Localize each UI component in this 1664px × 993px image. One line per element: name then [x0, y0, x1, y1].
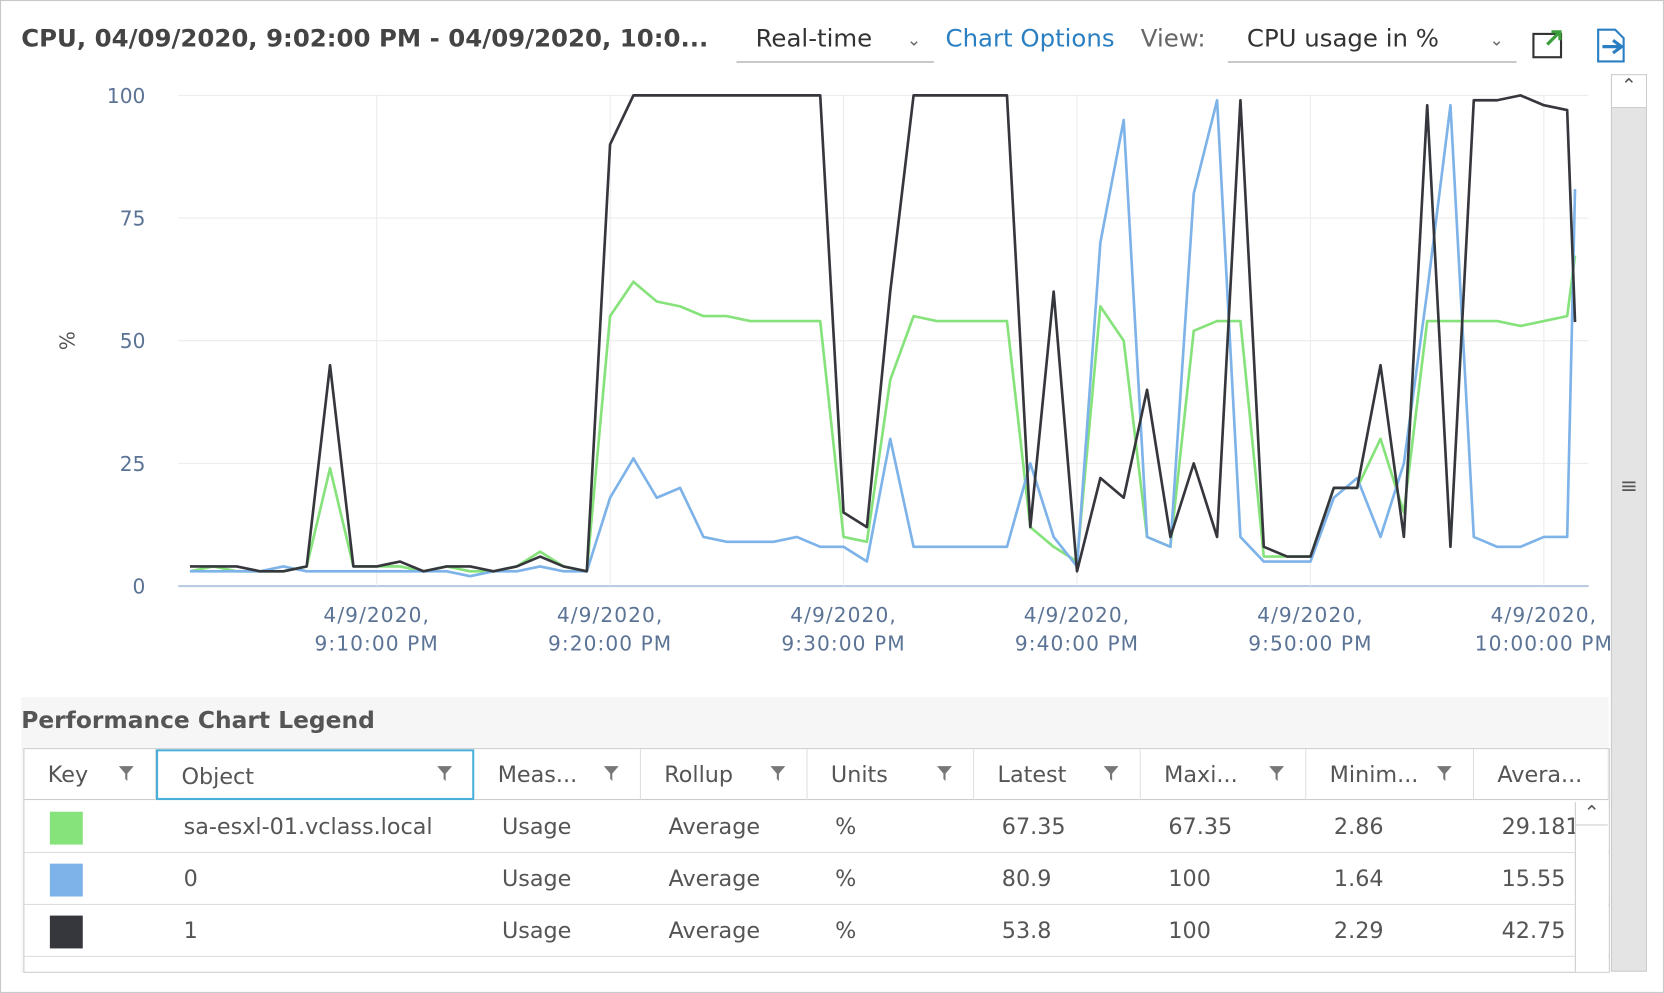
table-cell: sa-esxl-01.vclass.local — [183, 813, 433, 840]
series-line — [189, 94, 1577, 573]
legend-title: Performance Chart Legend — [21, 707, 375, 735]
view: CPU usage in % — [1246, 25, 1439, 53]
table-cell: % — [835, 917, 857, 944]
table-cell: 0 — [183, 865, 198, 892]
table-cell: Usage — [501, 917, 572, 944]
table-cell: 100 — [1168, 865, 1211, 892]
key-swatch — [49, 915, 83, 949]
column-header: Minim... — [1306, 749, 1475, 801]
table-cell: 29.181 — [1501, 813, 1580, 840]
toolbar-icons[interactable] — [1528, 28, 1645, 64]
y-axis-label: % — [55, 331, 79, 350]
x-tick-label: 4/9/2020, 9:50:00 PM — [1248, 604, 1373, 656]
chart-options[interactable]: Chart Options — [945, 25, 1115, 53]
row-divider — [24, 851, 1609, 854]
x-tick-label: 4/9/2020, 10:00:00 PM — [1474, 604, 1613, 656]
page-scrollbar[interactable]: ⌃ ≡ — [1610, 74, 1647, 972]
legend-table: Key Object Meas... Rollup Units Latest Maxi...… — [23, 748, 1610, 973]
column-header: Maxi... — [1140, 749, 1307, 801]
column-filter[interactable] — [769, 763, 786, 782]
column-filter[interactable] — [1268, 763, 1285, 782]
column-filter[interactable] — [603, 763, 620, 782]
chart-area — [21, 72, 1609, 698]
table-cell: Average — [668, 917, 761, 944]
table-cell: Usage — [501, 865, 572, 892]
column-filter[interactable] — [936, 763, 953, 782]
column-header: Rollup — [640, 749, 808, 801]
y-tick-label: 75 — [120, 206, 146, 230]
column-header: Latest — [974, 749, 1141, 801]
table-cell: 1 — [183, 917, 198, 944]
table-cell: Usage — [501, 813, 572, 840]
column-header: Units — [807, 749, 975, 801]
table-cell: 80.9 — [1001, 865, 1052, 892]
row-divider — [24, 955, 1609, 957]
column-header: Avera... — [1474, 749, 1609, 801]
view-select[interactable]: CPU usage in % ⌄ — [1227, 25, 1517, 63]
column-filter[interactable] — [1436, 763, 1453, 782]
column-header: Key — [24, 749, 156, 801]
x-tick-label: 4/9/2020, 9:40:00 PM — [1014, 604, 1140, 656]
x-tick-label: 4/9/2020, 9:30:00 PM — [781, 604, 906, 656]
table-cell: 2.86 — [1333, 813, 1384, 840]
key-swatch — [49, 863, 83, 897]
period-select[interactable]: Real-time ⌄ — [736, 25, 934, 63]
column-filter[interactable] — [1103, 763, 1120, 782]
table-cell: 2.29 — [1333, 917, 1384, 944]
table-cell: Average — [668, 813, 761, 840]
table-cell: 67.35 — [1001, 813, 1066, 840]
y-tick-label: 0 — [133, 574, 146, 598]
table-cell: % — [835, 865, 857, 892]
column-header: Object — [155, 749, 475, 801]
table-cell: 67.35 — [1168, 813, 1233, 840]
x-tick-label: 4/9/2020, 9:10:00 PM — [314, 604, 439, 656]
row-divider — [24, 903, 1609, 905]
key-swatch — [49, 811, 83, 845]
table-scrollbar[interactable]: ⌃ — [1574, 802, 1608, 972]
table-cell: 15.55 — [1501, 865, 1566, 892]
chart: 0 25 50 75 100% — [55, 84, 1589, 598]
chart-title: CPU, 04/09/2020, 9:02:00 PM - 04/09/2020… — [21, 25, 709, 53]
y-tick-label: 50 — [120, 329, 146, 353]
table-cell: 53.8 — [1001, 917, 1052, 944]
y-tick-label: 25 — [120, 452, 146, 476]
period: Real-time — [755, 25, 873, 53]
table-cell: 1.64 — [1333, 865, 1384, 892]
y-tick-label: 100 — [107, 84, 145, 108]
series-line — [189, 255, 1577, 573]
table-cell: 42.75 — [1501, 917, 1566, 944]
table-cell: 100 — [1168, 917, 1211, 944]
column-filter[interactable] — [436, 763, 453, 782]
series-line — [189, 98, 1577, 578]
table-cell: Average — [668, 865, 761, 892]
column-header: Meas... — [474, 749, 641, 801]
table-cell: % — [835, 813, 857, 840]
column-filter[interactable] — [118, 763, 135, 782]
view-label: View: — [1140, 25, 1206, 53]
x-tick-label: 4/9/2020, 9:20:00 PM — [547, 604, 673, 656]
